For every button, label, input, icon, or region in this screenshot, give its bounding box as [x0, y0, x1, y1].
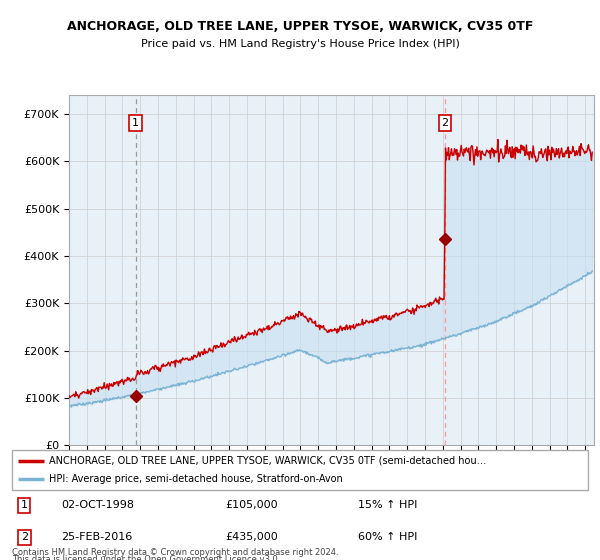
Text: This data is licensed under the Open Government Licence v3.0.: This data is licensed under the Open Gov…: [12, 556, 280, 560]
FancyBboxPatch shape: [12, 450, 588, 490]
Text: ANCHORAGE, OLD TREE LANE, UPPER TYSOE, WARWICK, CV35 0TF (semi-detached hou…: ANCHORAGE, OLD TREE LANE, UPPER TYSOE, W…: [49, 456, 487, 465]
Text: 1: 1: [20, 500, 28, 510]
Text: 15% ↑ HPI: 15% ↑ HPI: [358, 500, 417, 510]
Text: Price paid vs. HM Land Registry's House Price Index (HPI): Price paid vs. HM Land Registry's House …: [140, 39, 460, 49]
Text: £435,000: £435,000: [225, 533, 278, 543]
Text: 02-OCT-1998: 02-OCT-1998: [61, 500, 134, 510]
Text: 2: 2: [442, 118, 448, 128]
Text: HPI: Average price, semi-detached house, Stratford-on-Avon: HPI: Average price, semi-detached house,…: [49, 474, 343, 484]
Text: ANCHORAGE, OLD TREE LANE, UPPER TYSOE, WARWICK, CV35 0TF: ANCHORAGE, OLD TREE LANE, UPPER TYSOE, W…: [67, 20, 533, 32]
Text: 25-FEB-2016: 25-FEB-2016: [61, 533, 132, 543]
Text: 60% ↑ HPI: 60% ↑ HPI: [358, 533, 417, 543]
Text: Contains HM Land Registry data © Crown copyright and database right 2024.: Contains HM Land Registry data © Crown c…: [12, 548, 338, 557]
Text: 1: 1: [132, 118, 139, 128]
Text: £105,000: £105,000: [225, 500, 278, 510]
Text: 2: 2: [20, 533, 28, 543]
